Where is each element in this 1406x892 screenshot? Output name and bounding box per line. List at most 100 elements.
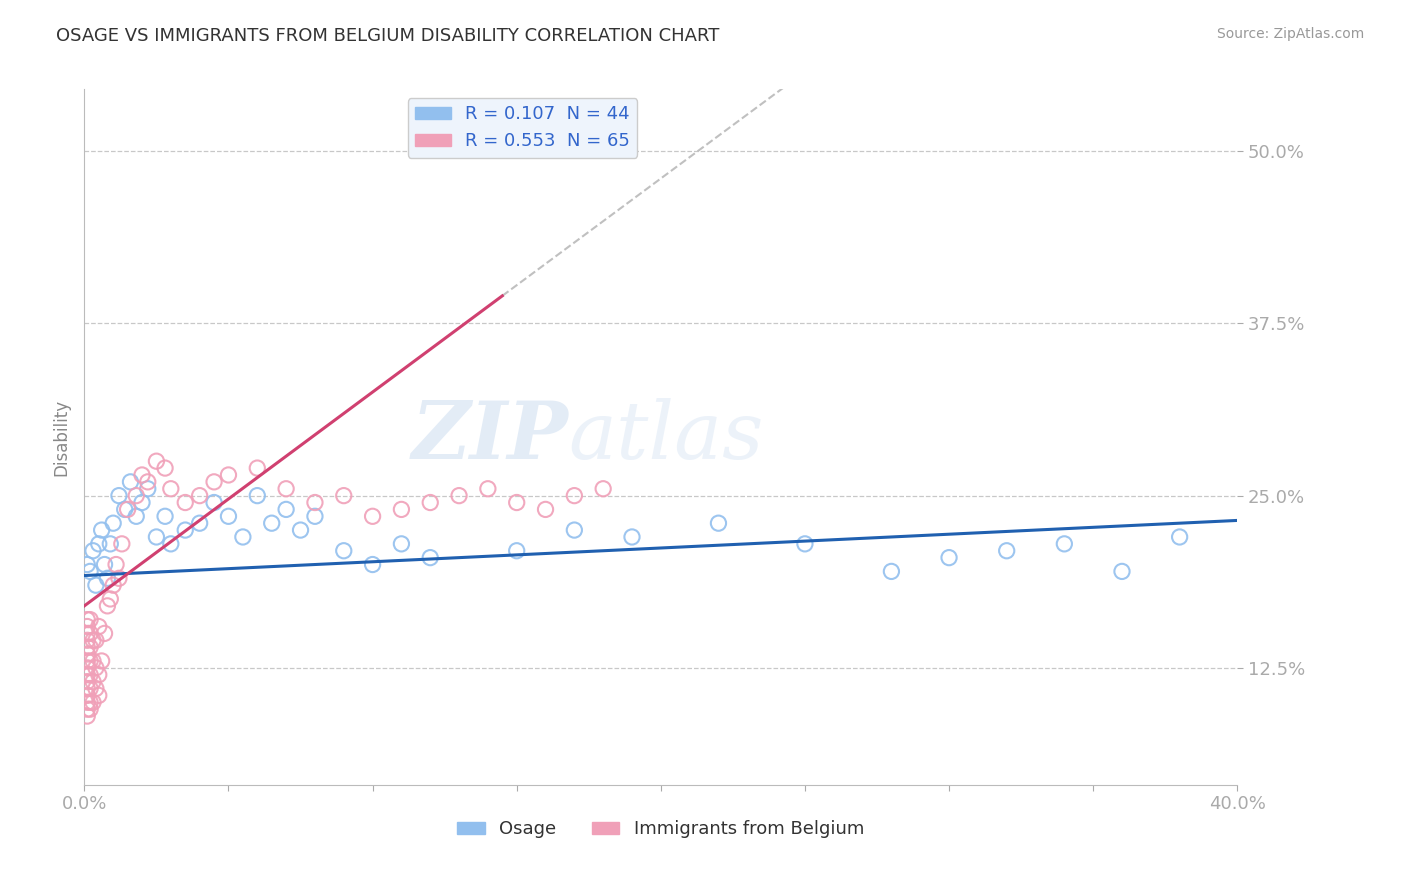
Point: [76, 674, 98, 689]
Point: [98, 537, 121, 551]
Point: [84, 633, 107, 648]
Text: ZIP: ZIP: [412, 399, 568, 475]
Point: [76, 654, 98, 668]
Point: [98, 591, 121, 606]
Point: [96, 599, 118, 613]
Point: [391, 537, 413, 551]
Point: [93, 558, 115, 572]
Point: [125, 489, 148, 503]
Point: [1168, 530, 1191, 544]
Point: [82, 543, 104, 558]
Point: [938, 550, 960, 565]
Point: [136, 475, 159, 489]
Point: [90, 654, 112, 668]
Point: [79, 702, 101, 716]
Point: [79, 565, 101, 579]
Point: [76, 640, 98, 655]
Point: [79, 667, 101, 681]
Point: [111, 537, 134, 551]
Point: [880, 565, 903, 579]
Point: [477, 482, 499, 496]
Point: [79, 681, 101, 696]
Y-axis label: Disability: Disability: [52, 399, 70, 475]
Point: [246, 489, 269, 503]
Text: OSAGE VS IMMIGRANTS FROM BELGIUM DISABILITY CORRELATION CHART: OSAGE VS IMMIGRANTS FROM BELGIUM DISABIL…: [56, 27, 720, 45]
Point: [290, 523, 312, 537]
Point: [419, 550, 441, 565]
Point: [995, 543, 1018, 558]
Point: [564, 489, 586, 503]
Point: [232, 530, 254, 544]
Point: [506, 543, 529, 558]
Point: [82, 654, 104, 668]
Point: [592, 482, 614, 496]
Point: [96, 571, 118, 585]
Point: [276, 482, 298, 496]
Point: [105, 558, 128, 572]
Point: [84, 661, 107, 675]
Point: [76, 661, 98, 675]
Point: [333, 489, 356, 503]
Point: [103, 578, 124, 592]
Point: [76, 613, 98, 627]
Point: [79, 613, 101, 627]
Point: [76, 702, 98, 716]
Point: [1053, 537, 1076, 551]
Point: [76, 709, 98, 723]
Point: [361, 558, 384, 572]
Point: [84, 681, 107, 696]
Point: [1111, 565, 1133, 579]
Point: [534, 502, 557, 516]
Point: [114, 502, 136, 516]
Point: [391, 502, 413, 516]
Point: [108, 571, 131, 585]
Point: [136, 482, 159, 496]
Point: [621, 530, 644, 544]
Point: [76, 667, 98, 681]
Point: [87, 537, 110, 551]
Point: [794, 537, 817, 551]
Point: [84, 578, 107, 592]
Point: [218, 509, 240, 524]
Point: [76, 558, 98, 572]
Text: atlas: atlas: [568, 399, 763, 475]
Point: [87, 689, 110, 703]
Point: [174, 495, 197, 509]
Point: [188, 489, 211, 503]
Point: [79, 654, 101, 668]
Point: [87, 619, 110, 633]
Point: [90, 523, 112, 537]
Point: [79, 626, 101, 640]
Point: [117, 502, 139, 516]
Point: [449, 489, 471, 503]
Point: [260, 516, 283, 531]
Point: [174, 523, 197, 537]
Point: [160, 482, 183, 496]
Point: [79, 695, 101, 709]
Point: [76, 681, 98, 696]
Point: [131, 495, 153, 509]
Point: [125, 509, 148, 524]
Point: [76, 619, 98, 633]
Point: [76, 626, 98, 640]
Point: [145, 454, 167, 468]
Point: [506, 495, 529, 509]
Point: [202, 475, 225, 489]
Point: [419, 495, 441, 509]
Point: [564, 523, 586, 537]
Point: [145, 530, 167, 544]
Point: [87, 667, 110, 681]
Point: [82, 674, 104, 689]
Point: [333, 543, 356, 558]
Point: [120, 475, 142, 489]
Point: [76, 633, 98, 648]
Point: [153, 461, 176, 475]
Point: [304, 509, 326, 524]
Point: [160, 537, 183, 551]
Point: [108, 489, 131, 503]
Point: [76, 689, 98, 703]
Point: [82, 633, 104, 648]
Point: [131, 467, 153, 482]
Point: [707, 516, 730, 531]
Point: [202, 495, 225, 509]
